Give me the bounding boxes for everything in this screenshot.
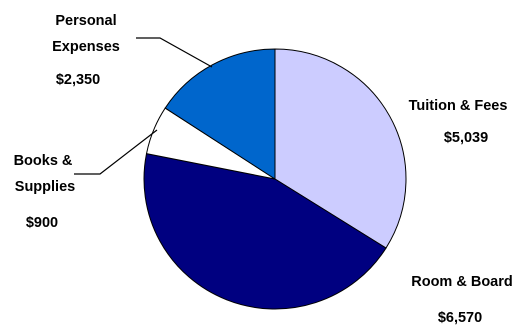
value-books-supplies: $900 [26,215,58,231]
value-personal-expenses: $2,350 [56,72,100,88]
pie-slice-personal-expenses [164,48,276,180]
pie-slice-room-board [143,153,387,310]
pie-slice-tuition-fees [274,48,407,249]
leader-line-personal-expenses [136,37,213,68]
leader-line-books-supplies [74,129,158,175]
label-room-board: Room & Board [411,274,513,290]
label-personal-expenses-line1: Personal [55,13,116,29]
label-tuition-fees: Tuition & Fees [409,98,508,114]
label-personal-expenses-line2: Expenses [52,39,120,55]
pie-slices [143,48,407,310]
label-books-supplies-line1: Books & [14,153,73,169]
value-tuition-fees: $5,039 [444,130,488,146]
label-books-supplies-line2: Supplies [15,179,75,195]
value-room-board: $6,570 [438,310,482,326]
